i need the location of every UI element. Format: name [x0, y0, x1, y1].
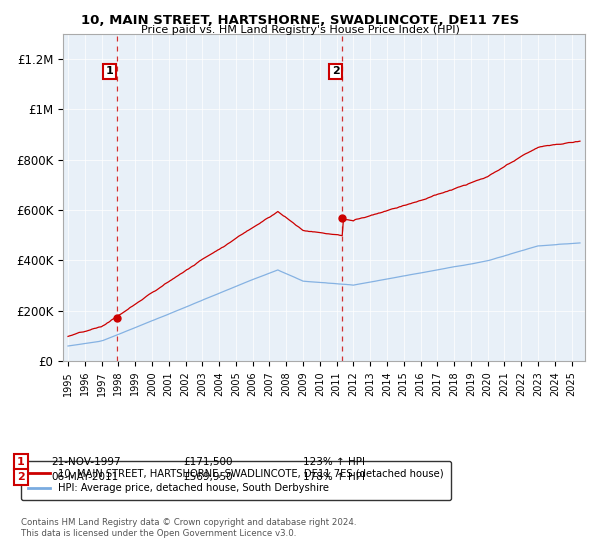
Text: 1: 1 — [17, 457, 25, 467]
Text: 1: 1 — [106, 67, 114, 76]
Text: Contains HM Land Registry data © Crown copyright and database right 2024.
This d: Contains HM Land Registry data © Crown c… — [21, 518, 356, 538]
Text: 10, MAIN STREET, HARTSHORNE, SWADLINCOTE, DE11 7ES: 10, MAIN STREET, HARTSHORNE, SWADLINCOTE… — [81, 14, 519, 27]
Text: 123% ↑ HPI: 123% ↑ HPI — [303, 457, 365, 467]
Text: 06-MAY-2011: 06-MAY-2011 — [51, 472, 118, 482]
Text: 2: 2 — [17, 472, 25, 482]
Text: £171,500: £171,500 — [183, 457, 233, 467]
Text: £569,950: £569,950 — [183, 472, 233, 482]
Text: 178% ↑ HPI: 178% ↑ HPI — [303, 472, 365, 482]
Text: 2: 2 — [332, 67, 340, 76]
Text: 21-NOV-1997: 21-NOV-1997 — [51, 457, 121, 467]
Legend: 10, MAIN STREET, HARTSHORNE, SWADLINCOTE, DE11 7ES (detached house), HPI: Averag: 10, MAIN STREET, HARTSHORNE, SWADLINCOTE… — [21, 461, 451, 500]
Text: Price paid vs. HM Land Registry's House Price Index (HPI): Price paid vs. HM Land Registry's House … — [140, 25, 460, 35]
